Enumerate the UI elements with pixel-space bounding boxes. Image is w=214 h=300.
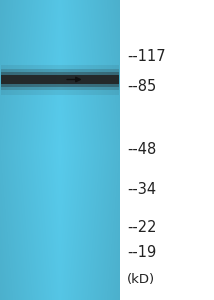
Bar xyxy=(1,72,119,87)
Text: (kD): (kD) xyxy=(127,273,155,286)
Bar xyxy=(1,69,119,90)
Text: --85: --85 xyxy=(127,79,157,94)
Text: --34: --34 xyxy=(127,182,156,197)
Bar xyxy=(1,75,119,84)
Text: --22: --22 xyxy=(127,220,157,236)
Text: --48: --48 xyxy=(127,142,157,158)
Bar xyxy=(1,64,119,94)
Text: --117: --117 xyxy=(127,50,166,64)
Text: --19: --19 xyxy=(127,245,157,260)
